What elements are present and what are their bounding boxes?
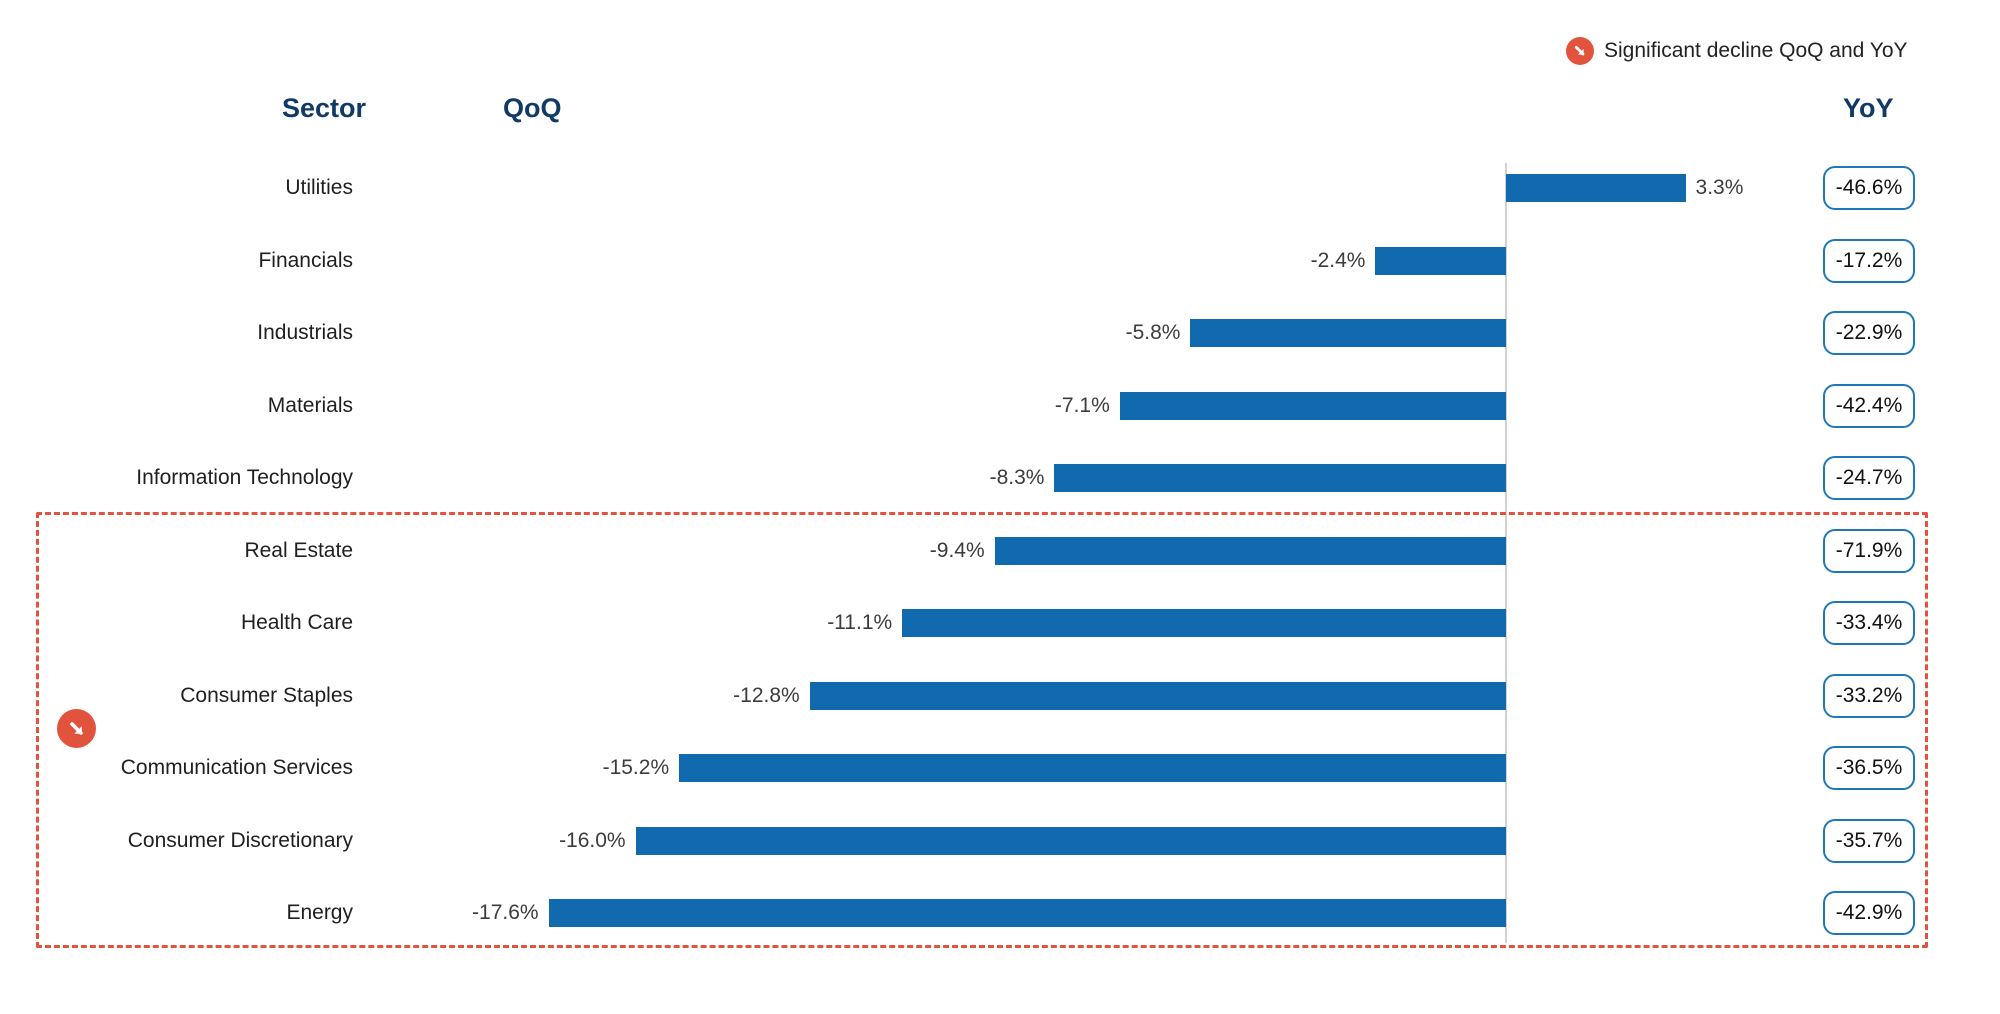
column-header-yoy: YoY	[1843, 93, 1894, 123]
yoy-value-box: -17.2%	[1823, 238, 1915, 283]
sector-label: Energy	[286, 901, 353, 924]
qoq-value-label: -17.6%	[472, 901, 539, 924]
qoq-value-label: -15.2%	[602, 756, 670, 779]
qoq-bar	[1190, 319, 1506, 347]
sector-label: Materials	[267, 393, 353, 417]
qoq-value-label: -2.4%	[1310, 248, 1366, 272]
yoy-value-box: -42.4%	[1823, 383, 1915, 428]
legend-label: Significant decline QoQ and YoY	[1604, 39, 1908, 62]
yoy-value-box: -42.9%	[1823, 891, 1915, 935]
significant-decline-highlight-box	[36, 512, 1928, 948]
qoq-value-label: -5.8%	[1125, 321, 1181, 344]
qoq-value-label: -16.0%	[559, 828, 626, 852]
qoq-value-label: -8.3%	[989, 466, 1045, 489]
qoq-bar	[679, 754, 1506, 782]
qoq-value-label: -12.8%	[733, 683, 800, 707]
qoq-bar	[994, 536, 1506, 565]
qoq-value-label: 3.3%	[1695, 176, 1744, 199]
qoq-value-label: -7.1%	[1054, 393, 1110, 417]
yoy-value-box: -46.6%	[1823, 166, 1915, 210]
column-header-sector: Sector	[282, 93, 367, 123]
qoq-bar	[1375, 246, 1506, 275]
sector-label: Information Technology	[136, 466, 353, 489]
yoy-value-box: -33.4%	[1823, 601, 1915, 645]
sector-label: Consumer Discretionary	[127, 828, 353, 852]
yoy-value-box: -36.5%	[1823, 746, 1915, 790]
sector-label: Communication Services	[120, 756, 353, 779]
sector-label: Industrials	[257, 321, 353, 344]
legend: Significant decline QoQ and YoY	[1566, 37, 1908, 65]
qoq-bar	[1119, 391, 1506, 420]
qoq-bar	[902, 609, 1506, 637]
qoq-bar	[635, 826, 1506, 855]
sector-label: Real Estate	[244, 538, 353, 562]
qoq-bar	[1054, 464, 1506, 492]
qoq-bar	[809, 681, 1506, 710]
decline-arrow-icon	[57, 709, 96, 748]
yoy-value-box: -24.7%	[1823, 456, 1915, 500]
column-header-qoq: QoQ	[503, 93, 562, 123]
qoq-value-label: -9.4%	[929, 538, 985, 562]
sector-label: Financials	[258, 248, 353, 272]
yoy-value-box: -33.2%	[1823, 673, 1915, 718]
sector-label: Health Care	[240, 611, 353, 634]
sector-label: Utilities	[285, 176, 353, 199]
yoy-value-box: -71.9%	[1823, 528, 1915, 573]
sector-label: Consumer Staples	[180, 683, 353, 707]
decline-arrow-icon	[1566, 37, 1594, 65]
yoy-value-box: -35.7%	[1823, 818, 1915, 863]
zero-baseline	[1505, 163, 1507, 943]
qoq-bar	[548, 899, 1506, 927]
qoq-bar	[1506, 174, 1686, 202]
yoy-value-box: -22.9%	[1823, 311, 1915, 355]
qoq-value-label: -11.1%	[827, 611, 893, 634]
